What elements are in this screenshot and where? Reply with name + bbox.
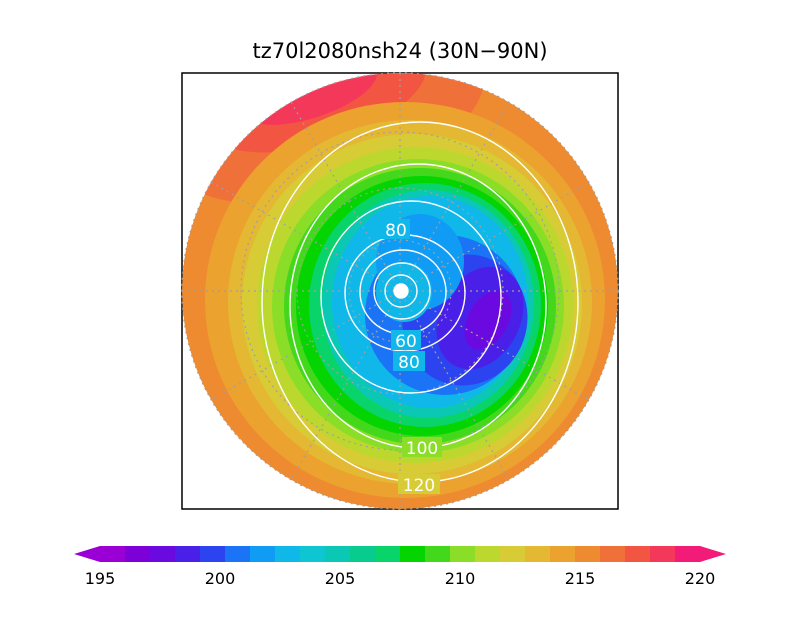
colorbar-swatch xyxy=(300,546,326,562)
contour-label-bg xyxy=(393,351,425,371)
contour-label: 60 xyxy=(395,332,417,352)
colorbar-swatch xyxy=(575,546,601,562)
contour-label-bg xyxy=(398,474,440,494)
colorbar-swatch xyxy=(225,546,251,562)
colorbar-swatch xyxy=(400,546,426,562)
colorbar-swatch xyxy=(250,546,276,562)
colorbar-swatch xyxy=(525,546,551,562)
gridline-lat-45 xyxy=(240,131,560,451)
colorbar-swatch xyxy=(175,546,201,562)
colorbar-swatch xyxy=(600,546,626,562)
gridline-lat-60 xyxy=(296,187,504,395)
colorbar-swatch xyxy=(500,546,526,562)
colorbar-tick-label: 200 xyxy=(205,569,236,588)
colorbar-swatch xyxy=(650,546,676,562)
colorbar-swatch xyxy=(350,546,376,562)
contour-label-bg xyxy=(391,330,421,350)
colorbar-tick-label: 195 xyxy=(85,569,116,588)
contour-line-20 xyxy=(384,274,418,308)
colorbar-swatch xyxy=(125,546,151,562)
gridline-meridian-60 xyxy=(290,101,510,481)
colorbar-swatch xyxy=(425,546,451,562)
colorbar-swatch xyxy=(375,546,401,562)
gridline-meridian-120 xyxy=(290,101,510,481)
gridline-meridian-150 xyxy=(210,181,590,401)
colorbar xyxy=(74,546,726,562)
colorbar-swatch xyxy=(275,546,301,562)
contour-line-40 xyxy=(373,262,431,320)
colorbar-swatch xyxy=(200,546,226,562)
colorbar-tick-label: 205 xyxy=(325,569,356,588)
colorbar-swatch xyxy=(450,546,476,562)
colorbar-tick-label: 210 xyxy=(445,569,476,588)
colorbar-swatch xyxy=(675,546,701,562)
temperature-field xyxy=(182,73,618,509)
colorbar-extend-high xyxy=(700,546,726,562)
contour-labels: 80 60 80 100 120 xyxy=(380,219,442,496)
contour-label-bg xyxy=(402,437,442,457)
colorbar-tick-labels: 195 200 205 210 215 220 xyxy=(85,569,716,588)
colorbar-tick-label: 215 xyxy=(565,569,596,588)
colorbar-swatch xyxy=(475,546,501,562)
colorbar-tick-label: 220 xyxy=(685,569,716,588)
colorbar-swatch xyxy=(100,546,126,562)
colorbar-extend-low xyxy=(74,546,100,562)
contour-label: 100 xyxy=(406,439,438,459)
colorbar-swatch xyxy=(625,546,651,562)
contour-label: 120 xyxy=(403,476,435,496)
chart-title: tz70l2080nsh24 (30N−90N) xyxy=(252,39,547,63)
pole-center xyxy=(393,283,409,299)
colorbar-swatch xyxy=(150,546,176,562)
gridline-meridian-30 xyxy=(210,181,590,401)
contour-label: 80 xyxy=(385,221,407,241)
contour-label-bg xyxy=(380,219,410,239)
colorbar-swatch xyxy=(550,546,576,562)
contour-line-80-outer xyxy=(320,200,502,394)
colorbar-swatch xyxy=(325,546,351,562)
contour-label: 80 xyxy=(398,353,420,373)
